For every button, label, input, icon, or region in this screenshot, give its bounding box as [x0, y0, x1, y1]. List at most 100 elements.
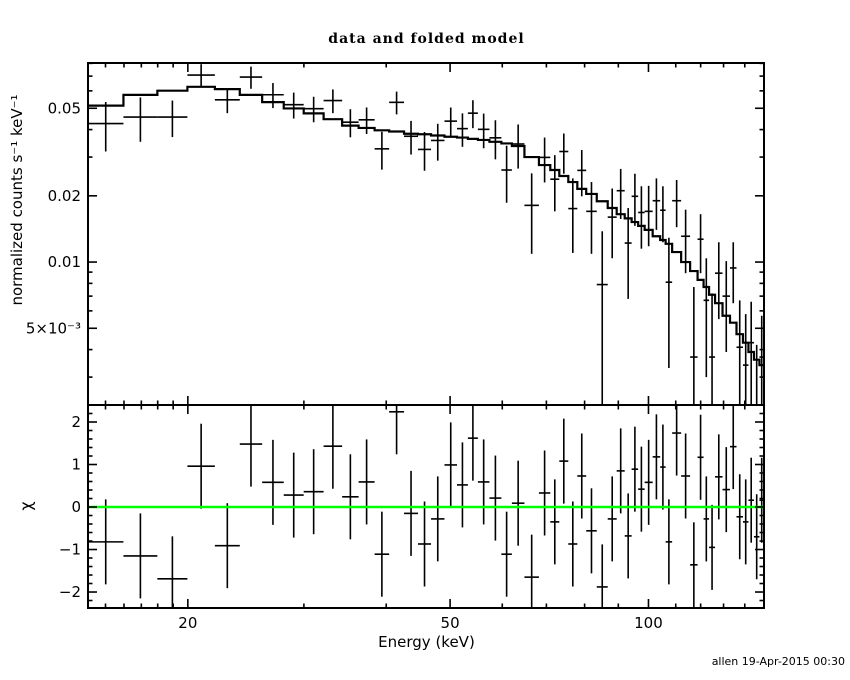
chi-point-cross — [715, 434, 723, 520]
data-point-cross — [524, 173, 539, 254]
data-point-cross — [389, 91, 405, 115]
data-point-cross — [665, 237, 673, 368]
plot-timestamp: allen 19-Apr-2015 00:30 — [711, 655, 845, 668]
chi-point-cross — [511, 460, 525, 546]
data-point-cross — [123, 97, 158, 142]
chi-point-cross — [607, 476, 617, 562]
data-point-cross — [697, 214, 704, 274]
data-point-cross — [444, 107, 457, 138]
data-point-cross — [239, 66, 263, 89]
chi-point-cross — [638, 446, 645, 532]
y-tick-label-counts: 5×10⁻³ — [26, 319, 81, 337]
data-point-cross — [404, 120, 419, 155]
data-point-cross — [303, 96, 324, 123]
data-point-cross — [703, 258, 710, 378]
chi-point-cross — [283, 452, 304, 538]
data-point-cross — [607, 188, 617, 259]
data-point-cross — [755, 344, 758, 405]
chi-point-cross — [596, 544, 608, 608]
chi-point-cross — [404, 470, 419, 556]
data-point-cross — [624, 208, 632, 299]
chi-point-cross — [742, 479, 749, 565]
chi-point-cross — [652, 414, 661, 500]
chi-point-cross — [358, 439, 375, 525]
y-tick-label-counts: 0.01 — [48, 253, 81, 271]
chi-point-cross — [690, 522, 698, 608]
chi-point-cross — [681, 433, 691, 519]
data-point-cross — [477, 113, 490, 149]
data-point-cross — [722, 261, 731, 353]
data-point-cross — [568, 178, 578, 253]
chi-point-cross — [467, 405, 478, 481]
data-point-cross — [501, 145, 512, 203]
chi-point-cross — [559, 418, 569, 504]
data-point-cross — [431, 123, 445, 161]
data-point-cross — [748, 301, 754, 405]
chi-point-cross — [123, 513, 158, 599]
chi-point-cross — [722, 447, 731, 533]
chi-point-cross — [262, 439, 284, 525]
chi-point-cross — [374, 511, 390, 597]
data-point-cross — [660, 186, 666, 243]
data-point-cross — [456, 113, 468, 147]
chi-point-cross — [697, 414, 704, 500]
data-point-cross — [616, 168, 625, 219]
data-point-cross — [586, 182, 597, 254]
folded-model-line — [88, 85, 764, 367]
y-tick-label-chi: 2 — [71, 413, 81, 431]
data-point-cross — [157, 100, 188, 138]
chi-point-cross — [550, 479, 560, 565]
data-point-cross — [596, 231, 608, 405]
chi-point-cross — [586, 488, 597, 574]
chi-point-cross — [88, 499, 124, 585]
y-tick-label-counts: 0.02 — [48, 187, 81, 205]
data-point-cross — [88, 101, 124, 152]
data-point-cross — [652, 178, 661, 230]
data-point-cross — [690, 287, 698, 405]
chi-point-cross — [418, 501, 432, 587]
chi-point-cross — [389, 405, 405, 455]
data-point-cross — [550, 155, 560, 212]
data-point-cross — [672, 180, 682, 228]
data-point-cross — [262, 83, 284, 109]
data-point-cross — [489, 120, 502, 160]
chi-point-cross — [342, 454, 359, 540]
bottom-panel-residuals-layer — [88, 405, 764, 608]
data-point-cross — [342, 109, 359, 138]
chi-point-cross — [753, 494, 760, 580]
chi-point-cross — [444, 422, 457, 508]
chi-point-cross — [431, 476, 445, 562]
data-point-cross — [730, 242, 737, 304]
chi-point-cross — [703, 476, 710, 562]
data-point-cross — [187, 64, 215, 88]
data-point-cross — [742, 314, 749, 405]
chi-point-cross — [303, 449, 324, 535]
y-tick-label-chi: −2 — [59, 583, 81, 601]
y-tick-label-chi: −1 — [59, 541, 81, 559]
chi-point-cross — [631, 426, 639, 512]
data-point-cross — [709, 293, 716, 405]
data-point-cross — [681, 209, 691, 274]
y-tick-label-counts: 0.05 — [48, 99, 81, 117]
chi-point-cross — [501, 511, 512, 597]
chi-point-cross — [672, 405, 682, 476]
x-axis-label-energy: Energy (keV) — [378, 633, 475, 651]
plot-title: data and folded model — [328, 31, 525, 47]
chi-point-cross — [538, 450, 551, 536]
chi-point-cross — [736, 474, 743, 560]
chi-point-cross — [323, 405, 343, 489]
data-point-cross — [736, 300, 743, 405]
data-point-cross — [644, 185, 653, 247]
chi-point-cross — [730, 405, 737, 490]
data-point-cross — [283, 92, 304, 119]
data-point-cross — [467, 100, 478, 129]
chi-point-cross — [477, 439, 490, 525]
chi-point-cross — [748, 457, 754, 543]
x-tick-label: 20 — [178, 614, 197, 632]
y-tick-label-chi: 0 — [71, 498, 81, 516]
data-point-cross — [511, 124, 525, 169]
chi-point-cross — [665, 499, 673, 585]
chi-point-cross — [568, 501, 578, 587]
